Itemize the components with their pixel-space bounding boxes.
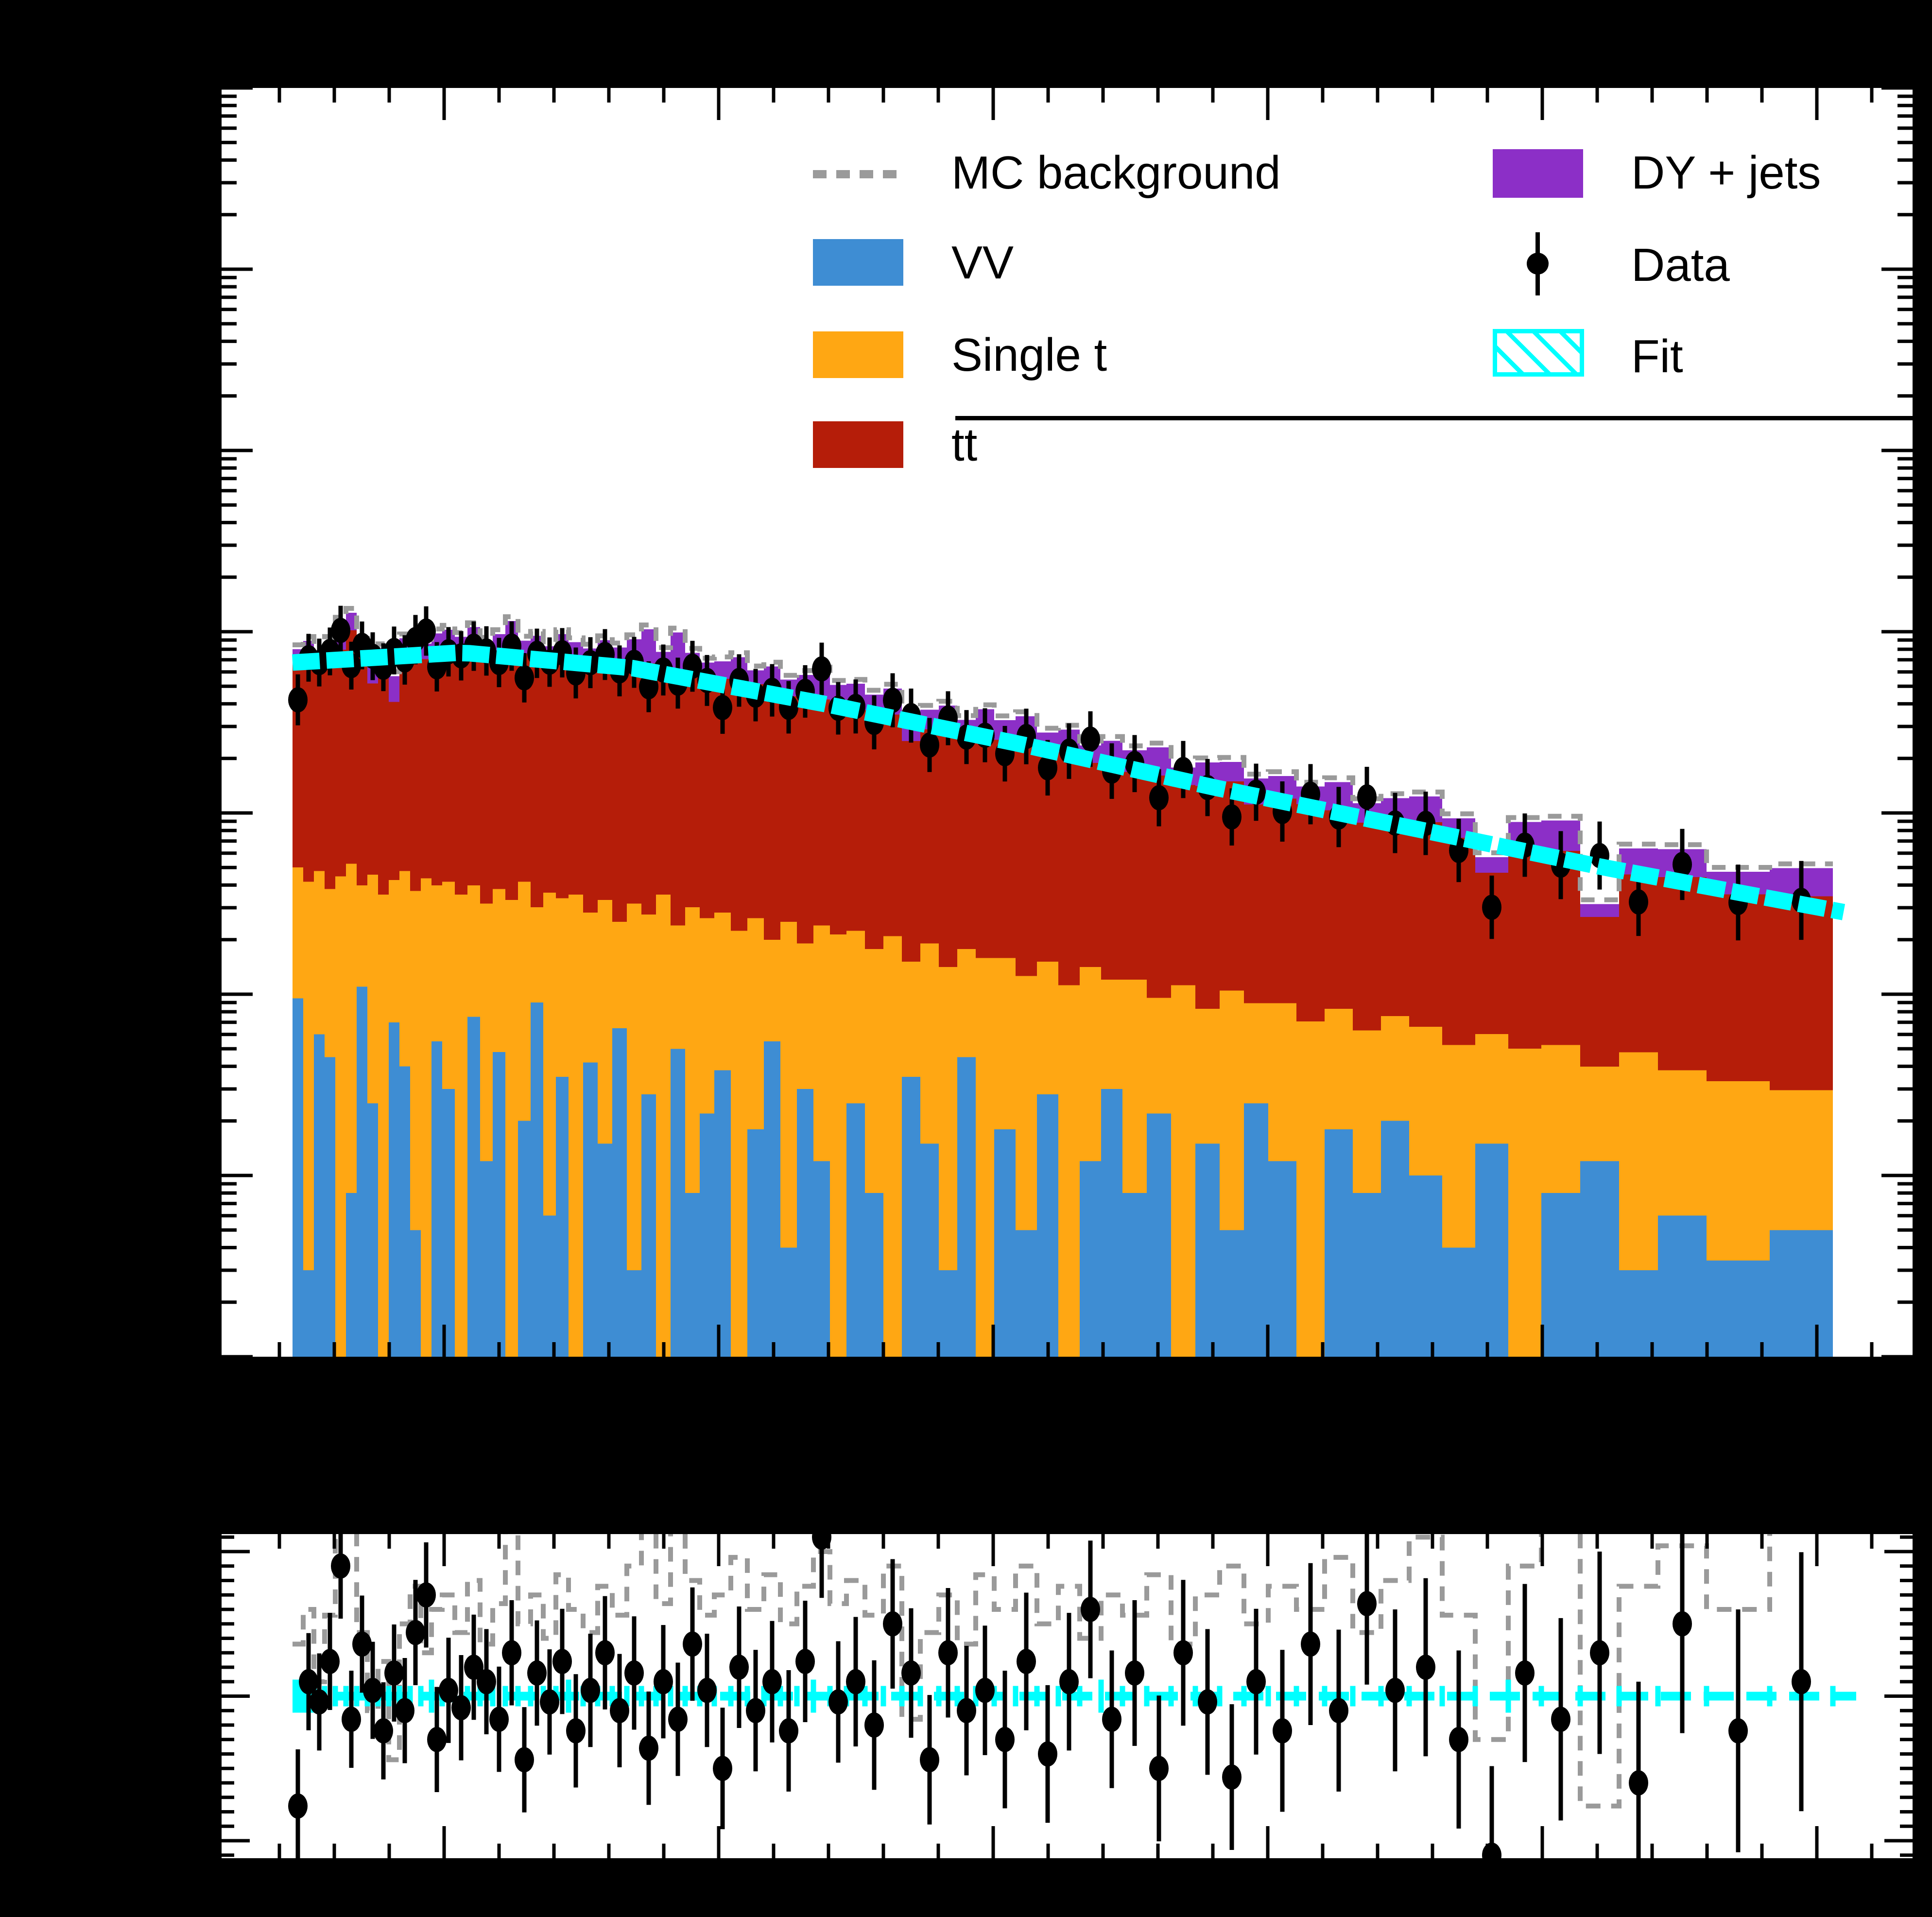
legend-label-ttbar: tt	[951, 416, 1932, 471]
mc-background-dashed-line-icon	[813, 170, 903, 178]
legend-label-fit: Fit	[1631, 330, 1683, 382]
mc-over-fit-ratio	[293, 1534, 1772, 1809]
legend-label-mc-background: MC background	[951, 147, 1281, 199]
axis-ticks	[222, 86, 1913, 1858]
fit-curve	[292, 644, 1846, 920]
fit-hatched-swatch-icon	[1493, 329, 1584, 377]
vv-swatch-icon	[813, 239, 903, 286]
legend-label-dy-jets: DY + jets	[1631, 147, 1821, 199]
stacked-histogram	[293, 613, 1833, 1357]
legend-label-vv: VV	[951, 237, 1014, 289]
legend-label-data: Data	[1631, 239, 1730, 291]
dy-jets-swatch-icon	[1493, 149, 1583, 198]
ttbar-swatch-icon	[813, 421, 903, 468]
data-marker-dot-icon	[1527, 253, 1549, 275]
legend-label-single-t: Single t	[951, 329, 1107, 381]
single-t-swatch-icon	[813, 331, 903, 378]
data-points-ratio	[288, 1534, 1811, 1858]
